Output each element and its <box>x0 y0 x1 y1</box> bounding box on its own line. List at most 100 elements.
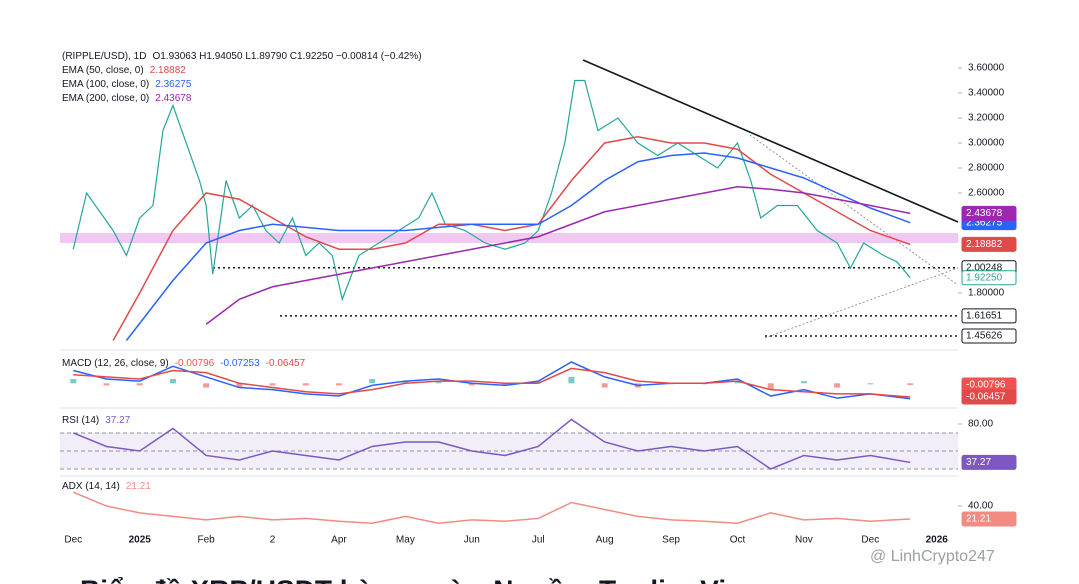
trend-line <box>582 59 959 223</box>
histogram-bar <box>136 383 143 386</box>
x-tick-label: May <box>396 535 415 546</box>
histogram-bar <box>734 381 741 384</box>
price-tag-bg <box>961 270 1017 286</box>
legend-entry: EMA (50, close, 0) 2.18882 <box>62 65 186 76</box>
x-tick-label: Aug <box>596 535 614 546</box>
x-tick-label: Sep <box>662 535 680 546</box>
histogram-bar <box>907 383 914 385</box>
histogram-bar <box>568 376 575 384</box>
legend: ADX (14, 14) 21.21 <box>62 481 151 492</box>
caption: Biểu đồ XRP/USDT hàng ngày. Nguồn: Tradi… <box>80 574 764 584</box>
price-tag: 37.27 <box>966 457 991 468</box>
legend-value: 21.21 <box>126 481 151 492</box>
histogram-bar <box>302 383 309 386</box>
series-line <box>73 361 911 400</box>
legend-value: -0.07253 <box>220 358 260 369</box>
histogram-bar <box>535 381 542 384</box>
histogram-bar <box>236 383 243 388</box>
price-tag: 2.00248 <box>966 262 1003 273</box>
legend-value: 2.43678 <box>155 93 192 104</box>
legend-entry: EMA (100, close, 0) 2.36275 <box>62 79 192 90</box>
legend-name: EMA (100, close, 0) <box>62 79 149 90</box>
histogram-bar <box>203 383 210 388</box>
histogram-bar <box>70 379 77 384</box>
price-tag-bg <box>961 389 1017 405</box>
series-line <box>73 418 911 470</box>
histogram-bar <box>800 381 807 384</box>
histogram-bar <box>834 383 841 388</box>
price-tag-bg <box>961 454 1017 470</box>
x-tick-label: 2025 <box>129 535 152 546</box>
series-line <box>72 79 911 302</box>
price-tag-bg <box>961 511 1017 527</box>
x-tick-label: Jul <box>532 535 545 546</box>
series-line <box>73 367 911 398</box>
y-tick-label: 40.00 <box>968 501 993 512</box>
legend-entry: EMA (200, close, 0) 2.43678 <box>62 93 192 104</box>
price-tag-bg <box>961 328 1017 344</box>
price-tag: 1.45626 <box>966 331 1003 342</box>
series-line <box>125 152 911 341</box>
price-tag-bg <box>961 205 1017 221</box>
y-tick-label: 2.60000 <box>968 188 1005 199</box>
y-tick-label: 3.40000 <box>968 88 1005 99</box>
price-tag-bg <box>961 308 1017 324</box>
price-tag-bg <box>961 236 1017 252</box>
x-tick-label: 2026 <box>926 535 949 546</box>
x-tick-label: Feb <box>198 535 216 546</box>
x-tick-label: Nov <box>795 535 813 546</box>
y-tick-label: 2.80000 <box>968 163 1005 174</box>
series-line <box>205 185 911 325</box>
watermark: @ LinhCrypto247 <box>870 548 995 565</box>
x-tick-label: Dec <box>64 535 82 546</box>
legend-name: EMA (200, close, 0) <box>62 93 149 104</box>
histogram-bar <box>335 383 342 386</box>
wedge-line <box>764 267 959 339</box>
y-tick-label: 1.80000 <box>968 288 1005 299</box>
histogram-bar <box>103 383 110 386</box>
price-tag: 2.36275 <box>966 217 1003 228</box>
x-tick-label: Oct <box>730 535 746 546</box>
price-tag: 1.92250 <box>966 272 1003 283</box>
x-tick-label: Apr <box>331 535 347 546</box>
legend-value: 2.18882 <box>150 65 187 76</box>
histogram-bar <box>402 381 409 384</box>
y-tick-label: 3.60000 <box>968 63 1005 74</box>
legend: (RIPPLE/USD), 1D O1.93063 H1.94050 L1.897… <box>62 51 422 62</box>
histogram-bar <box>601 383 608 388</box>
legend: MACD (12, 26, close, 9) -0.00796 -0.07253-… <box>62 358 306 369</box>
y-tick-label: 80.00 <box>968 419 993 430</box>
legend-title: MACD (12, 26, close, 9) <box>62 358 169 369</box>
legend-title: ADX (14, 14) <box>62 481 120 492</box>
legend-value: -0.06457 <box>266 358 306 369</box>
histogram-bar <box>269 383 276 386</box>
legend-title: RSI (14) <box>62 415 99 426</box>
price-tag: 21.21 <box>966 514 991 525</box>
legend-value: -0.00796 <box>175 358 215 369</box>
series-line <box>72 491 911 525</box>
legend-name: EMA (50, close, 0) <box>62 65 144 76</box>
price-tag: -0.06457 <box>966 392 1006 403</box>
legend-value: 37.27 <box>105 415 130 426</box>
histogram-bar <box>169 379 176 384</box>
y-tick-label: 3.00000 <box>968 138 1005 149</box>
price-tag: 1.61651 <box>966 311 1003 322</box>
zone <box>60 233 958 243</box>
histogram-bar <box>767 383 774 390</box>
histogram-bar <box>435 381 442 384</box>
price-tag: -0.00796 <box>966 380 1006 391</box>
x-tick-label: 2 <box>270 535 276 546</box>
x-tick-label: Jun <box>464 535 480 546</box>
wedge-line <box>749 134 959 286</box>
histogram-bar <box>468 383 475 386</box>
legend: RSI (14) 37.27 <box>62 415 131 426</box>
ohlc: O1.93063 H1.94050 L1.89790 C1.92250 −0.0… <box>152 51 421 62</box>
series-line <box>112 135 911 341</box>
price-tag: 2.43678 <box>966 208 1003 219</box>
histogram-bar <box>502 383 509 386</box>
x-tick-label: Dec <box>861 535 879 546</box>
band-fill <box>60 432 958 469</box>
histogram-bar <box>867 383 874 385</box>
